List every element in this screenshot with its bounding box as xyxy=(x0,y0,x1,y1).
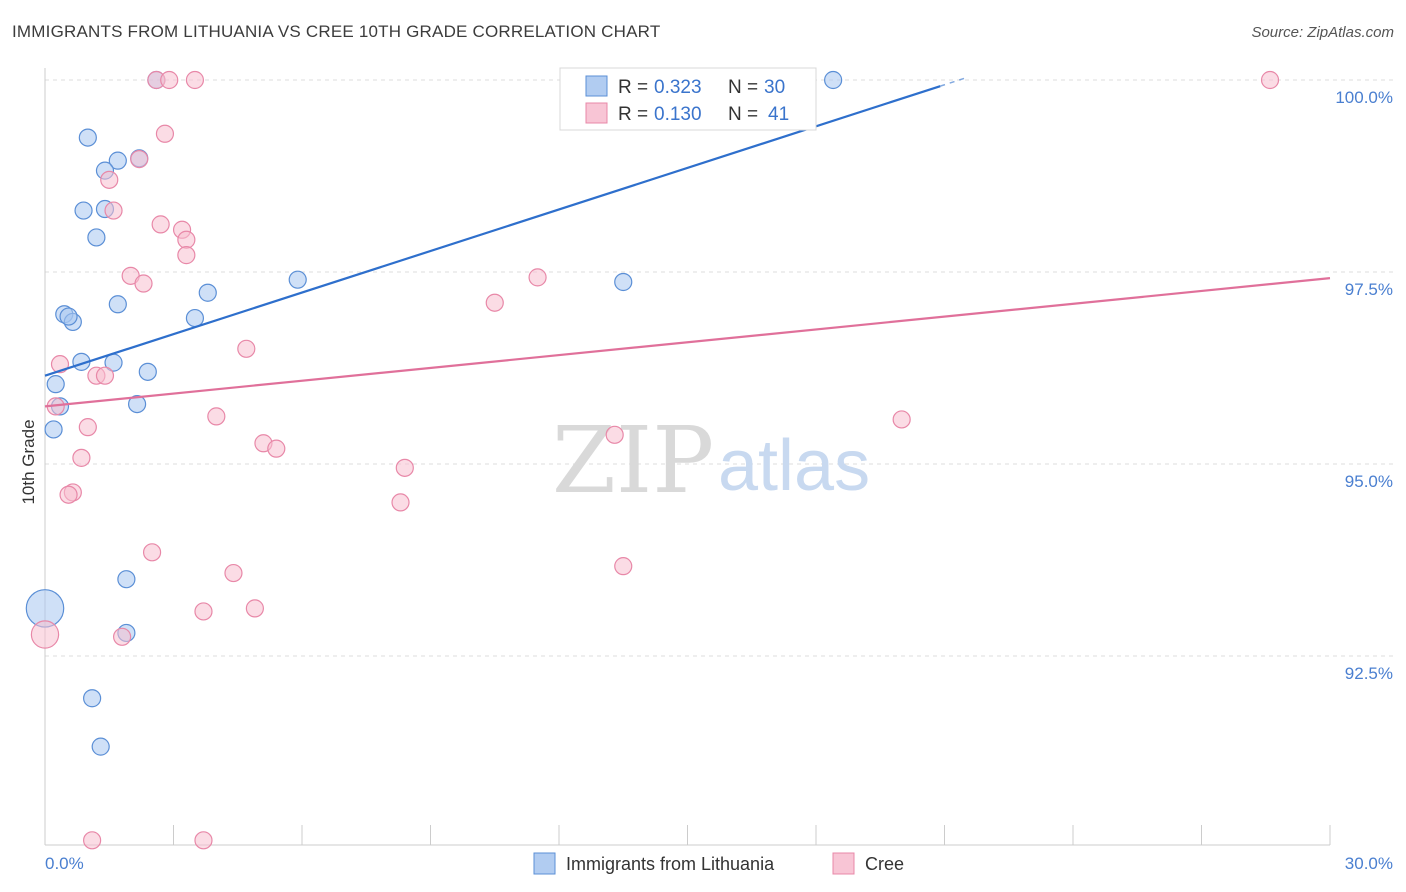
lithuania-trend-extension xyxy=(939,77,967,87)
lithuania-point-23 xyxy=(44,420,63,439)
cree-point-31 xyxy=(391,493,410,512)
top-legend: R = 0.323 N = 30 R = 0.130 N = 41 xyxy=(559,67,817,131)
gridlines xyxy=(45,79,1395,657)
cree-point-3 xyxy=(1260,70,1280,90)
y-tick-labels: 100.0% 97.5% 95.0% 92.5% xyxy=(1335,88,1393,683)
lithuania-point-20 xyxy=(46,375,65,394)
legend-r-label-1: R = xyxy=(618,77,648,98)
cree-point-37 xyxy=(30,620,60,649)
lithuania-point-8 xyxy=(87,228,106,247)
lithuania-point-6 xyxy=(74,201,93,220)
cree-point-32 xyxy=(142,543,162,562)
lithuania-point-12 xyxy=(108,295,127,314)
cree-point-11 xyxy=(177,246,196,265)
legend-r-value-2: 0.130 xyxy=(654,104,702,125)
lithuania-point-3 xyxy=(108,151,127,170)
bottom-legend: Immigrants from Lithuania Cree xyxy=(533,852,904,875)
legend-swatch-lithuania xyxy=(585,75,608,97)
cree-point-26 xyxy=(267,439,286,458)
cree-point-36 xyxy=(194,602,213,621)
bottom-legend-label-lithuania: Immigrants from Lithuania xyxy=(566,854,775,874)
cree-point-15 xyxy=(485,293,504,312)
trend-lines xyxy=(44,77,1331,408)
lithuania-point-21 xyxy=(127,394,147,414)
lithuania-point-11 xyxy=(198,283,217,302)
cree-trend-line xyxy=(44,277,1331,408)
chart-title: IMMIGRANTS FROM LITHUANIA VS CREE 10TH G… xyxy=(12,22,661,41)
y-tick-label-2: 95.0% xyxy=(1345,472,1393,491)
watermark: ZIP atlas xyxy=(552,407,870,514)
x-tick-labels: 0.0% 30.0% xyxy=(45,854,1393,873)
cree-point-1 xyxy=(160,70,179,90)
legend-r-value-1: 0.323 xyxy=(654,77,702,98)
cree-point-28 xyxy=(395,458,414,477)
cree-point-13 xyxy=(134,274,153,293)
watermark-zip: ZIP xyxy=(552,407,714,514)
bottom-legend-label-cree: Cree xyxy=(865,854,904,874)
lithuania-point-16 xyxy=(185,308,205,328)
legend-swatch-cree xyxy=(585,102,608,124)
cree-point-4 xyxy=(155,124,175,143)
lithuania-point-27 xyxy=(83,689,102,708)
watermark-atlas: atlas xyxy=(718,426,870,506)
bottom-legend-swatch-cree xyxy=(832,852,855,875)
cree-point-33 xyxy=(614,557,633,576)
legend-n-label-1: N = xyxy=(728,77,758,98)
y-axis-label: 10th Grade xyxy=(19,419,38,504)
cree-point-24 xyxy=(605,425,624,444)
cree-point-27 xyxy=(72,448,91,467)
cree-point-16 xyxy=(237,339,256,358)
cree-point-39 xyxy=(83,831,102,850)
lithuania-point-1 xyxy=(824,70,843,90)
cree-point-2 xyxy=(185,70,205,90)
lithuania-point-9 xyxy=(288,270,307,289)
y-tick-label-1: 97.5% xyxy=(1345,280,1393,299)
cree-point-8 xyxy=(151,215,170,234)
axes xyxy=(44,68,1331,846)
x-tick-label-0: 0.0% xyxy=(45,854,84,873)
cree-point-38 xyxy=(112,627,132,646)
legend-n-value-2: 41 xyxy=(768,104,789,125)
cree-point-34 xyxy=(224,563,243,583)
cree-point-30 xyxy=(59,485,78,504)
cree-point-6 xyxy=(100,170,119,189)
cree-point-14 xyxy=(528,268,547,287)
cree-point-7 xyxy=(104,201,123,220)
cree-point-22 xyxy=(892,410,911,429)
bottom-legend-swatch-lithuania xyxy=(533,852,556,875)
lithuania-trend-line xyxy=(44,85,941,377)
lithuania-point-28 xyxy=(91,737,110,756)
cree-point-21 xyxy=(207,407,226,426)
cree-point-23 xyxy=(78,418,97,437)
legend-n-label-2: N = xyxy=(728,104,758,125)
lithuania-point-2 xyxy=(78,128,97,147)
lithuania-point-15 xyxy=(59,307,78,326)
legend-n-value-1: 30 xyxy=(764,77,785,98)
cree-point-5 xyxy=(130,150,149,169)
cree-point-19 xyxy=(95,366,115,385)
source-label: Source: ZipAtlas.com xyxy=(1251,24,1394,41)
cree-point-40 xyxy=(194,831,213,850)
lithuania-point-10 xyxy=(614,272,633,292)
lithuania-point-24 xyxy=(117,570,136,589)
y-tick-label-0: 100.0% xyxy=(1335,88,1393,107)
cree-point-35 xyxy=(245,599,264,618)
x-tick-label-1: 30.0% xyxy=(1345,854,1393,873)
lithuania-point-19 xyxy=(138,362,157,381)
cree-point-10 xyxy=(177,230,196,249)
legend-r-label-2: R = xyxy=(618,104,648,125)
y-tick-label-3: 92.5% xyxy=(1345,664,1393,683)
